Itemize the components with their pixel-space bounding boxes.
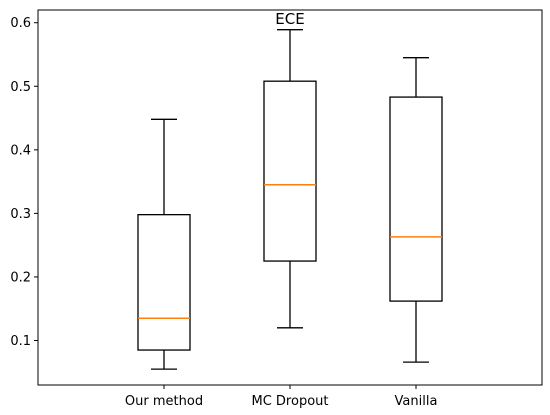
y-axis: 0.1 0.2 0.3 0.4 0.5 0.6 (10, 16, 38, 349)
box-our-method (137, 118, 191, 370)
box-mc-dropout (263, 29, 317, 329)
x-tick-label: Our method (125, 394, 203, 409)
y-tick-label: 0.3 (10, 207, 31, 222)
iqr-box (263, 80, 317, 262)
chart-title: ECE (275, 10, 304, 28)
x-tick-label: MC Dropout (252, 394, 329, 409)
y-tick-label: 0.5 (10, 80, 31, 95)
x-axis: Our method MC Dropout Vanilla (125, 385, 438, 409)
iqr-box (137, 214, 191, 351)
y-tick-label: 0.6 (10, 16, 31, 31)
y-tick-label: 0.4 (10, 143, 31, 158)
y-tick-label: 0.1 (10, 334, 31, 349)
y-tick-label: 0.2 (10, 270, 31, 285)
boxes-group (137, 29, 443, 370)
x-tick-label: Vanilla (395, 394, 438, 409)
box-vanilla (389, 57, 443, 363)
iqr-box (389, 96, 443, 302)
